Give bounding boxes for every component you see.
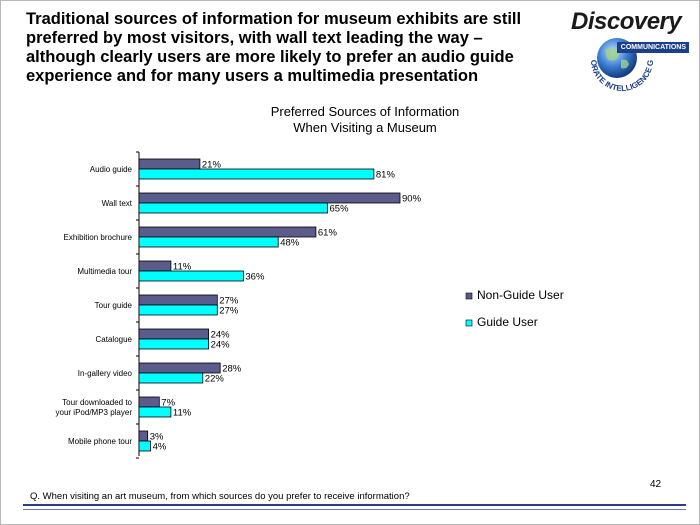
bar-non-guide-user (138, 396, 160, 408)
data-label: 24% (211, 340, 231, 351)
bar-non-guide-user (138, 260, 172, 272)
data-label: 21% (202, 160, 222, 171)
bar-non-guide-user (138, 192, 401, 204)
bar-non-guide-user (138, 430, 149, 442)
data-label: 65% (330, 204, 350, 215)
legend-swatch-guide (465, 319, 473, 327)
bar-guide-user (138, 168, 375, 180)
bar-guide-user (138, 406, 172, 418)
data-label: 36% (245, 272, 265, 283)
chart-title-line-1: Preferred Sources of Information (270, 104, 460, 119)
data-label: 28% (222, 364, 242, 375)
data-label: 22% (205, 374, 225, 385)
logo-wordmark: Discovery (571, 8, 682, 35)
category-label: Mobile phone tour (68, 437, 132, 446)
legend-swatch-non-guide (465, 292, 473, 300)
category-label-line: Catalogue (96, 335, 133, 344)
category-label: Wall text (102, 199, 133, 208)
data-label: 48% (280, 238, 300, 249)
legend-label-non-guide: Non-Guide User (477, 288, 564, 302)
bar-non-guide-user (138, 328, 209, 340)
logo-communications-band: COMMUNICATIONS (617, 42, 689, 53)
bar-guide-user (138, 270, 244, 282)
survey-question: Q. When visiting an art museum, from whi… (30, 491, 410, 502)
bar-guide-user (138, 304, 218, 316)
category-label-line: Mobile phone tour (68, 437, 132, 446)
category-label: Audio guide (90, 165, 133, 174)
bar-non-guide-user (138, 226, 317, 238)
category-label-line: your iPod/MP3 player (56, 408, 133, 417)
bar-non-guide-user (138, 294, 218, 306)
data-label: 11% (173, 262, 192, 273)
category-label: Tour guide (95, 301, 133, 310)
category-label-line: Audio guide (90, 165, 133, 174)
bar-guide-user (138, 236, 279, 248)
category-label-line: Multimedia tour (77, 267, 132, 276)
chart-legend: Non-Guide User Guide User (465, 288, 564, 329)
data-label: 3% (150, 432, 164, 443)
data-label: 81% (376, 170, 396, 181)
category-label: Exhibition brochure (64, 233, 133, 242)
data-label: 24% (211, 330, 231, 341)
category-label-line: Wall text (102, 199, 133, 208)
bar-non-guide-user (138, 362, 221, 374)
page-number: 42 (650, 479, 662, 490)
data-label: 27% (219, 306, 239, 317)
bar-guide-user (138, 372, 204, 384)
legend-label-guide: Guide User (477, 315, 538, 329)
data-label: 11% (173, 408, 192, 419)
bars-layer (136, 151, 401, 459)
data-label: 4% (153, 442, 167, 453)
data-label: 90% (402, 194, 422, 205)
labels-layer: Audio guide 21% 81% Wall text 90% 65% Exhibiti… (56, 160, 422, 453)
chart-title: Preferred Sources of Information When Vi… (215, 104, 515, 136)
category-label: Multimedia tour (77, 267, 132, 276)
data-label: 61% (318, 228, 338, 239)
bar-guide-user (138, 202, 328, 214)
bar-guide-user (138, 440, 152, 452)
category-label-line: In-gallery video (78, 369, 133, 378)
bar-non-guide-user (138, 158, 201, 170)
category-label-line: Exhibition brochure (64, 233, 133, 242)
category-label: Tour downloaded to your iPod/MP3 player (56, 398, 133, 417)
headline: Traditional sources of information for m… (26, 10, 522, 85)
category-label-line: Tour guide (95, 301, 133, 310)
footer-rule-bottom (23, 509, 686, 510)
category-label: In-gallery video (78, 369, 133, 378)
discovery-logo: Discovery CORPORATE INTELLIGENCE GROUP C… (563, 6, 691, 96)
data-label: 27% (219, 296, 239, 307)
footer-rule-top (23, 504, 686, 506)
category-label-line: Tour downloaded to (62, 398, 132, 407)
category-label: Catalogue (96, 335, 133, 344)
bar-guide-user (138, 338, 209, 350)
data-label: 7% (161, 398, 175, 409)
chart-title-line-2: When Visiting a Museum (293, 120, 437, 135)
